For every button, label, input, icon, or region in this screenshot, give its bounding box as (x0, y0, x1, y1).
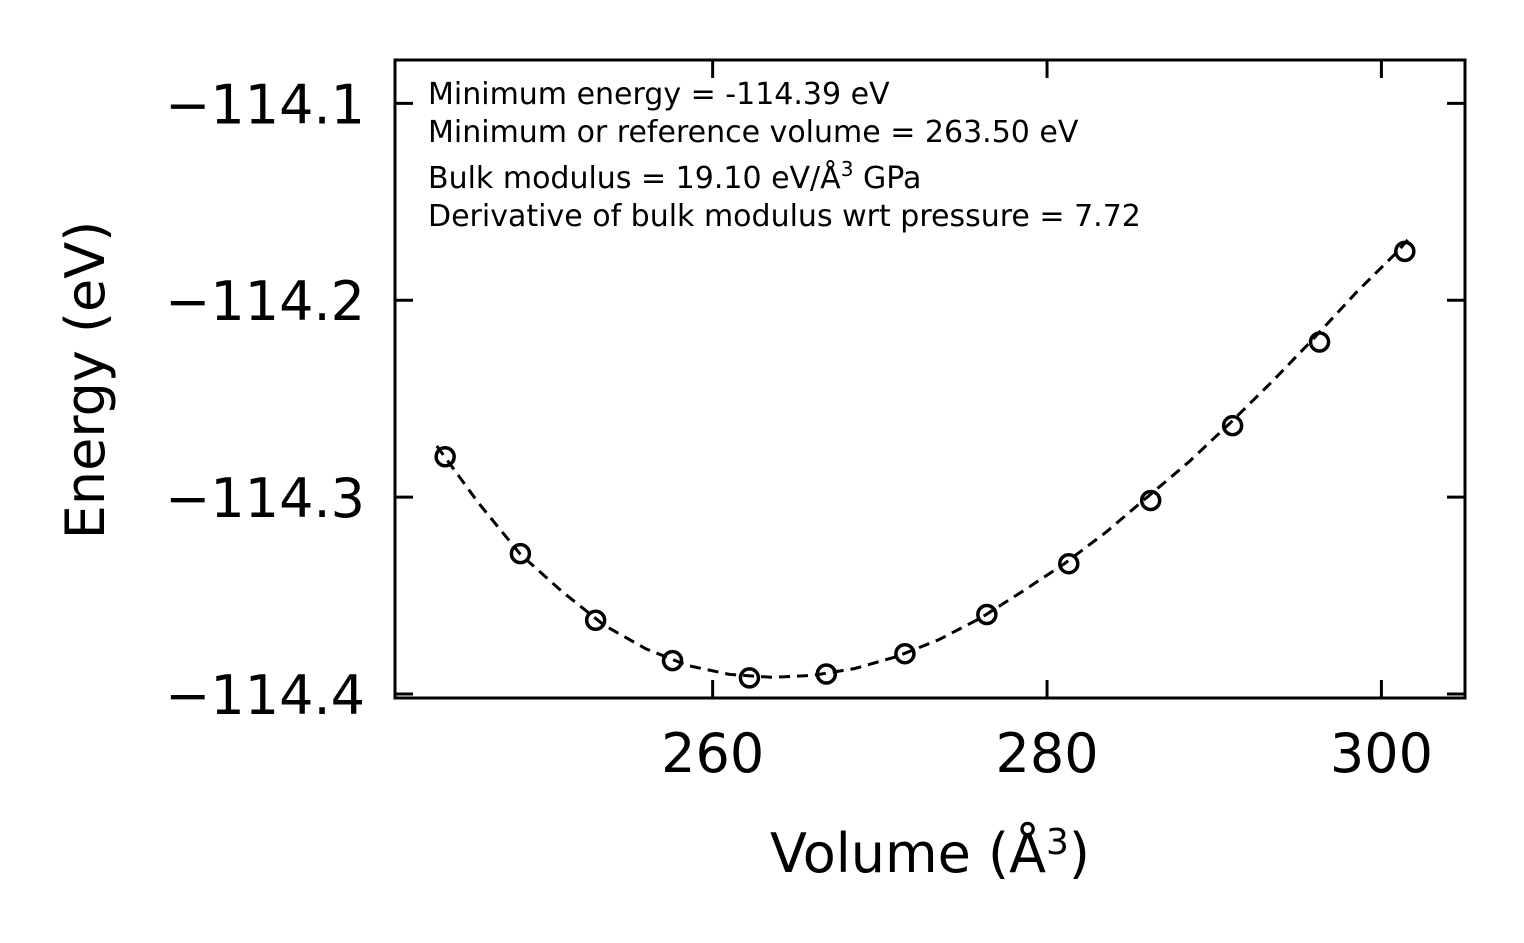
y-axis-label: Energy (eV) (54, 221, 117, 540)
y-tick-label: −114.2 (165, 270, 365, 333)
points-layer (434, 240, 1416, 689)
ticks-layer (395, 60, 1465, 698)
fit-layer (435, 234, 1413, 679)
data-point (894, 642, 916, 665)
annotation-bulk-modulus-derivative: Derivative of bulk modulus wrt pressure … (428, 199, 1141, 234)
annotation-bulk-modulus: Bulk modulus = 19.10 eV/Å3 GPa (428, 157, 921, 196)
x-tick-label: 260 (661, 722, 764, 785)
data-point (509, 542, 532, 565)
x-tick-label: 280 (995, 722, 1098, 785)
data-point (1308, 331, 1331, 353)
data-point (1139, 489, 1162, 512)
annotation-min-energy: Minimum energy = -114.39 eV (428, 77, 890, 112)
data-point (584, 609, 607, 631)
fit-curve (435, 234, 1413, 679)
data-point (738, 667, 761, 689)
data-point (661, 649, 684, 672)
tick-labels-layer: 260 280 300 −114.1 −114.2 −114.3 −114.4 (165, 73, 1433, 785)
data-point (1394, 240, 1416, 263)
x-tick-label: 300 (1330, 722, 1433, 785)
data-point (815, 663, 838, 685)
y-tick-label: −114.4 (165, 664, 365, 727)
annotation-box: Minimum energy = -114.39 eV Minimum or r… (428, 77, 1141, 234)
data-point (976, 603, 998, 626)
plot-frame (393, 58, 1467, 700)
annotation-min-volume: Minimum or reference volume = 263.50 eV (428, 115, 1079, 150)
data-point (434, 446, 456, 468)
data-point (1221, 414, 1244, 437)
data-point (1058, 552, 1080, 575)
y-tick-label: −114.3 (165, 467, 365, 530)
x-axis-label: Volume (Å3) (770, 821, 1090, 885)
y-tick-label: −114.1 (165, 73, 365, 136)
